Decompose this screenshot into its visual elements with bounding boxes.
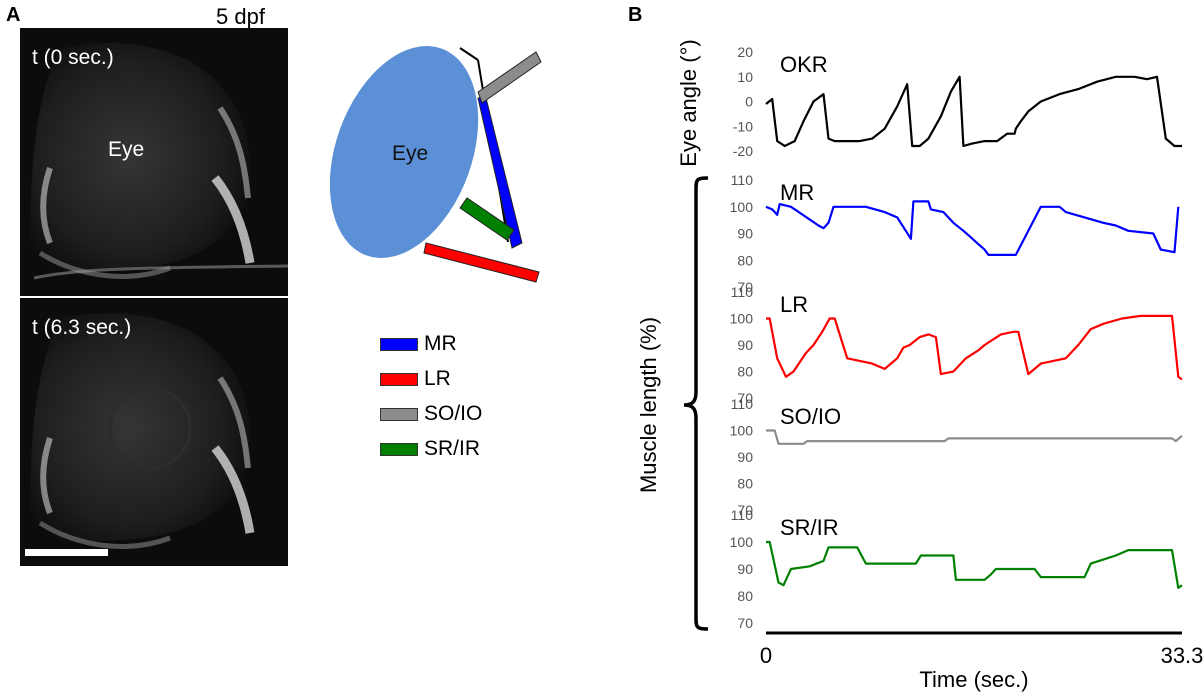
micrograph-image-1	[30, 313, 255, 549]
y-tick-label-4-2: 90	[737, 561, 753, 577]
frame-eye-label: Eye	[108, 138, 145, 161]
legend-label-soio: SO/IO	[424, 402, 483, 425]
y-tick-label-1-1: 100	[730, 199, 754, 215]
panel-title-2: LR	[780, 292, 808, 317]
schematic-tendon-line	[459, 47, 479, 61]
y-tick-label-3-2: 90	[737, 449, 753, 465]
schematic-muscle-lr	[423, 242, 540, 283]
y-tick-label-1-4: 70	[737, 279, 753, 295]
y-tick-label-3-4: 70	[737, 502, 753, 518]
y-tick-label-1-2: 90	[737, 226, 753, 242]
micrograph-frame-1: t (6.3 sec.)	[20, 298, 288, 566]
y-tick-label-3-3: 80	[737, 476, 753, 492]
scale-bar	[25, 549, 108, 556]
series-line-lr	[766, 314, 1183, 381]
y-tick-label-0-4: -20	[733, 143, 753, 159]
series-line-srir	[766, 540, 1183, 590]
frame-time-label-1: t (6.3 sec.)	[32, 316, 132, 339]
legend-label-srir: SR/IR	[424, 437, 481, 460]
y-tick-label-4-0: 110	[731, 507, 754, 523]
micrograph-image-0	[30, 43, 288, 280]
y-tick-label-0-0: 20	[737, 44, 753, 60]
y-tick-label-4-3: 80	[737, 588, 753, 604]
y-axis-label-okr: Eye angle (°)	[676, 39, 701, 166]
micrograph-frame-0: t (0 sec.) Eye	[20, 28, 288, 296]
y-tick-label-3-1: 100	[730, 423, 754, 439]
schematic-muscle-srir	[459, 197, 515, 241]
muscle-length-chart: 20100-10-20OKR110100908070MR110100908070…	[636, 39, 1203, 692]
y-tick-label-2-1: 100	[730, 311, 754, 327]
y-tick-label-3-0: 110	[731, 396, 754, 412]
legend-swatch-lr	[380, 373, 418, 386]
y-tick-label-0-1: 10	[737, 69, 753, 85]
series-line-mr	[765, 200, 1180, 256]
x-tick-label-1: 33.3	[1161, 643, 1204, 668]
panel-a-letter: A	[6, 4, 21, 26]
y-tick-label-2-2: 90	[737, 337, 753, 353]
x-axis-label: Time (sec.)	[919, 667, 1028, 692]
schematic-eye-label: Eye	[392, 142, 428, 165]
eye-muscle-schematic: Eye	[330, 46, 542, 283]
legend-swatch-mr	[380, 338, 418, 351]
schematic-eye	[330, 46, 479, 258]
muscle-brace	[683, 176, 709, 631]
frame-time-label-0: t (0 sec.)	[32, 46, 114, 69]
legend-swatch-soio	[380, 408, 418, 421]
y-tick-label-0-3: -10	[733, 118, 753, 134]
y-tick-label-1-0: 110	[731, 172, 754, 188]
panel-title-3: SO/IO	[780, 404, 841, 429]
legend-label-lr: LR	[424, 367, 451, 390]
panel-title-0: OKR	[780, 52, 828, 77]
y-tick-label-2-3: 80	[737, 364, 753, 380]
panel-b-letter: B	[628, 4, 643, 26]
y-axis-label-muscle: Muscle length (%)	[636, 317, 661, 493]
y-tick-label-2-4: 70	[737, 390, 753, 406]
y-tick-label-4-1: 100	[730, 534, 754, 550]
y-tick-label-1-3: 80	[737, 252, 753, 268]
y-tick-label-4-4: 70	[737, 615, 753, 631]
panel-title-4: SR/IR	[780, 515, 839, 540]
y-tick-label-2-0: 110	[731, 284, 754, 300]
series-line-okr	[765, 75, 1182, 148]
panel-title-1: MR	[780, 180, 814, 205]
legend-label-mr: MR	[424, 332, 457, 355]
legend-swatch-srir	[380, 443, 418, 456]
chart-plot-area: 20100-10-20OKR110100908070MR110100908070…	[636, 39, 1203, 692]
y-tick-label-0-2: 0	[745, 94, 753, 110]
x-tick-label-0: 0	[760, 643, 772, 668]
stage-label: 5 dpf	[216, 4, 265, 29]
series-line-soio	[766, 429, 1183, 445]
schematic-muscle-soio	[477, 51, 542, 104]
